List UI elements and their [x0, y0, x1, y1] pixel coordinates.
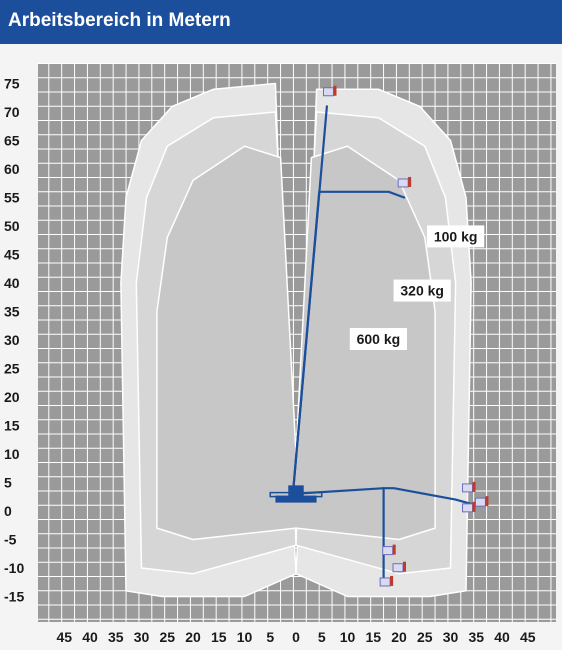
y-tick-label: 35 — [4, 304, 20, 320]
chassis — [269, 485, 323, 503]
y-tick-label: 25 — [4, 361, 20, 377]
x-tick-label: 15 — [365, 629, 381, 645]
x-tick-label: 5 — [266, 629, 274, 645]
load-label-100kg: 100 kg — [427, 225, 485, 248]
basket-outreach — [397, 176, 412, 188]
basket-lowered-arm — [392, 561, 406, 573]
basket-person — [472, 481, 476, 492]
basket-cage — [392, 563, 404, 573]
load-label-text: 100 kg — [434, 228, 478, 244]
x-tick-label: 20 — [185, 629, 201, 645]
basket-person — [403, 561, 406, 572]
basket-person — [485, 496, 489, 507]
x-tick-label: 20 — [391, 629, 407, 645]
load-label-box — [349, 328, 407, 350]
x-tick-label: 35 — [108, 629, 124, 645]
x-tick-label: 10 — [340, 629, 356, 645]
y-tick-label: 50 — [4, 218, 20, 234]
basket-cage — [462, 483, 474, 493]
y-tick-label: 5 — [4, 475, 12, 491]
basket-person — [390, 575, 394, 586]
basket-horizontal-upper — [462, 481, 476, 493]
y-tick-label: 55 — [4, 190, 20, 206]
basket-person — [472, 501, 476, 512]
x-tick-label: 0 — [292, 629, 300, 645]
x-tick-label: 10 — [237, 629, 253, 645]
basket-person — [408, 176, 412, 187]
load-label-box — [393, 279, 451, 302]
load-label-text: 320 kg — [400, 283, 444, 299]
y-tick-label: 40 — [4, 275, 20, 291]
turret — [288, 485, 304, 500]
y-tick-label: -5 — [4, 532, 17, 548]
y-tick-label: 10 — [4, 446, 20, 462]
y-tick-label: -10 — [4, 560, 24, 576]
load-label-320kg: 320 kg — [393, 279, 451, 302]
y-tick-label: 60 — [4, 161, 20, 177]
y-tick-label: 20 — [4, 389, 20, 405]
load-label-box — [427, 225, 485, 248]
zone-600kg — [156, 145, 436, 541]
x-tick-label: 40 — [82, 629, 98, 645]
y-tick-label: 65 — [4, 133, 20, 149]
x-tick-label: 45 — [56, 629, 72, 645]
x-tick-label: 25 — [417, 629, 433, 645]
basket-lowered-mid — [382, 544, 396, 556]
basket-cage — [379, 577, 391, 587]
x-tick-label: 15 — [211, 629, 227, 645]
x-tick-label: 30 — [134, 629, 150, 645]
basket-cage — [322, 87, 334, 97]
y-tick-label: -15 — [4, 589, 24, 605]
basket-person — [333, 85, 337, 96]
x-tick-label: 35 — [468, 629, 484, 645]
basket-horizontal-lower — [462, 501, 476, 513]
y-tick-label: 30 — [4, 332, 20, 348]
x-tick-label: 5 — [318, 629, 326, 645]
x-tick-label: 25 — [159, 629, 175, 645]
basket-person — [392, 544, 396, 555]
y-tick-label: 45 — [4, 247, 20, 263]
load-label-600kg: 600 kg — [349, 328, 407, 350]
header-bar: Arbeitsbereich in Metern — [0, 0, 562, 44]
y-tick-label: 70 — [4, 104, 20, 120]
basket-horizontal-end — [474, 496, 489, 507]
y-tick-label: 0 — [4, 503, 12, 519]
boom-horizontal — [292, 487, 478, 507]
x-tick-label: 40 — [494, 629, 510, 645]
boom-outreach-55 — [292, 190, 406, 490]
x-tick-label: 30 — [443, 629, 459, 645]
basket-cage — [382, 546, 394, 556]
basket-cage — [474, 497, 486, 507]
page-title: Arbeitsbereich in Metern — [8, 10, 231, 31]
basket-lowered-bottom — [379, 575, 394, 587]
y-tick-label: 75 — [4, 76, 20, 92]
x-tick-label: 45 — [520, 629, 536, 645]
basket-cage — [397, 178, 409, 188]
load-label-text: 600 kg — [357, 331, 401, 347]
basket-cage — [462, 503, 474, 513]
y-tick-label: 15 — [4, 418, 20, 434]
basket-max-height — [322, 85, 337, 97]
